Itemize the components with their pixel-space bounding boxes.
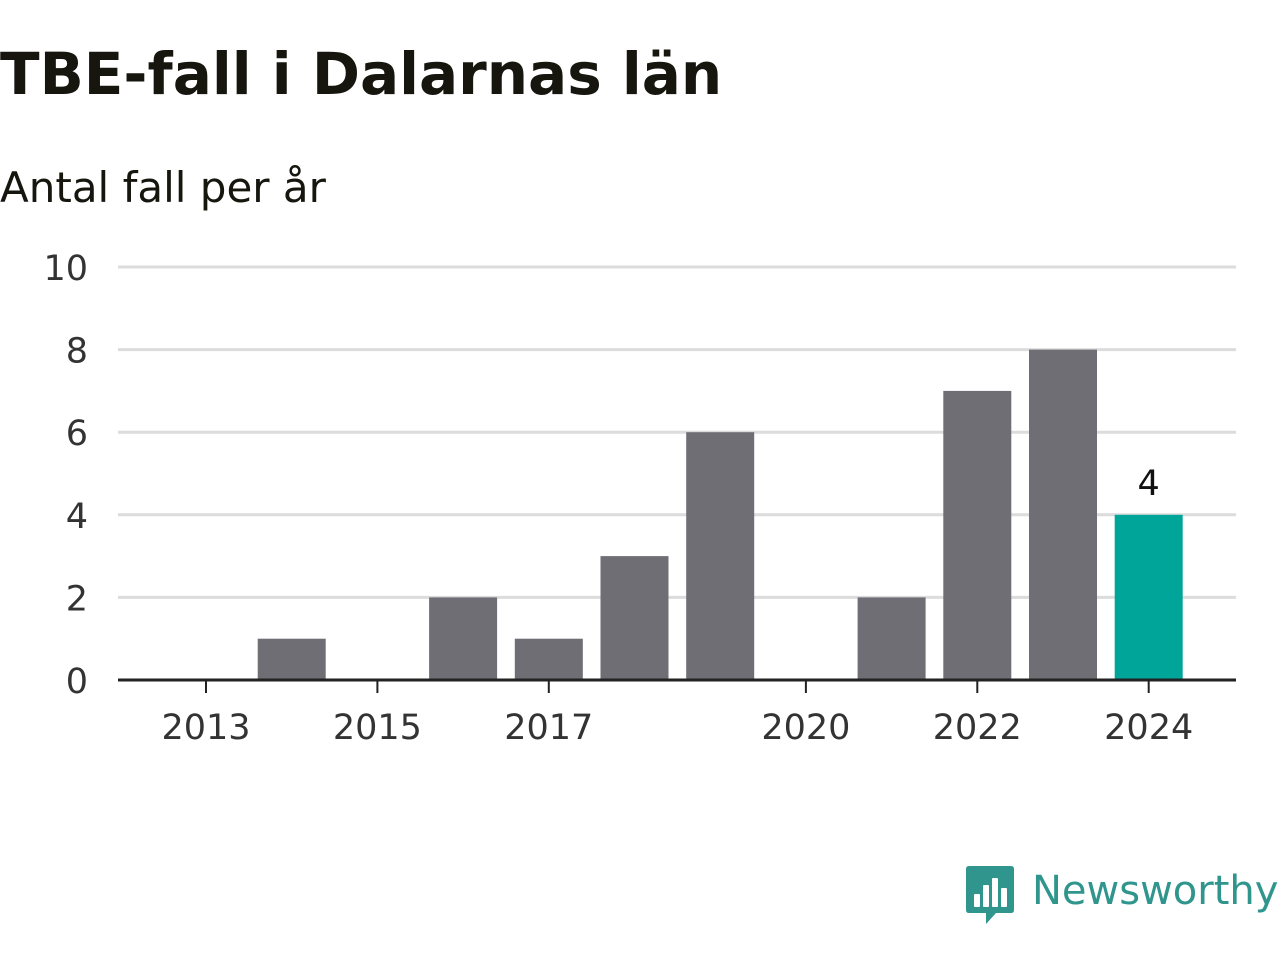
bar-2024 [1114,514,1183,680]
bar-2016 [429,597,498,680]
brand: Newsworthy [964,862,1278,928]
bar-2023 [1029,349,1097,680]
bar-2022 [943,390,1012,680]
y-tick-label-8: 8 [66,332,88,372]
x-axis-tick-labels: 2013 2015 2017 2020 2022 2024 [161,680,1193,748]
bar-2019 [686,432,755,680]
brand-name: Newsworthy [1032,868,1279,914]
bar-2018 [600,556,669,680]
y-axis-tick-labels: 0 2 4 6 8 10 [43,249,88,702]
x-tick-label-2024: 2024 [1104,708,1193,748]
bar-2021 [857,597,926,680]
y-tick-label-2: 2 [66,579,88,619]
chart-title: TBE-fall i Dalarnas län [0,40,723,108]
newsworthy-logo-icon [966,866,1014,924]
y-tick-label-6: 6 [66,414,88,454]
data-label-2024: 4 [1138,464,1160,504]
bar-2017 [514,638,583,680]
data-labels: 4 [1138,464,1160,504]
x-tick-label-2017: 2017 [504,708,593,748]
x-tick-label-2013: 2013 [161,708,250,748]
y-tick-label-0: 0 [66,662,88,702]
bar-2014 [257,638,326,680]
bar-chart: 0 2 4 6 8 10 2013 2015 2017 2020 2022 2024 4 [43,249,1236,748]
y-tick-label-10: 10 [43,249,88,289]
x-tick-label-2015: 2015 [333,708,422,748]
y-tick-label-4: 4 [66,497,88,537]
chart-subtitle: Antal fall per år [0,163,326,212]
bars [257,349,1183,680]
x-tick-label-2022: 2022 [933,708,1022,748]
x-tick-label-2020: 2020 [761,708,850,748]
